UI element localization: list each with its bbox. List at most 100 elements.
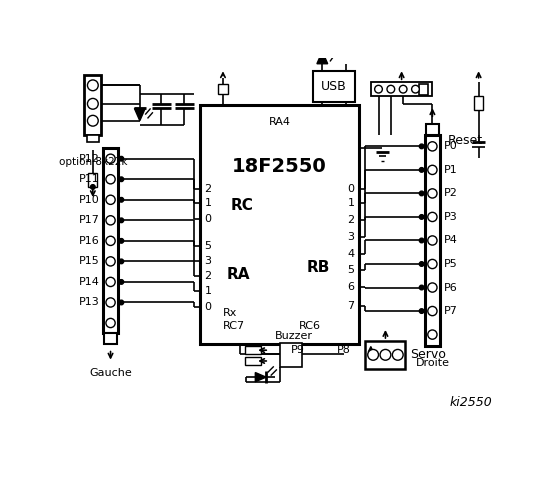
Text: 1: 1: [205, 286, 211, 296]
Bar: [88, 173, 97, 187]
Text: Droite: Droite: [415, 358, 450, 368]
Circle shape: [399, 85, 407, 93]
Text: Buzzer: Buzzer: [275, 331, 313, 341]
Bar: [366, 341, 405, 369]
Bar: [280, 343, 301, 367]
Bar: [85, 74, 101, 134]
Text: 18F2550: 18F2550: [232, 157, 327, 177]
Bar: [244, 357, 262, 365]
Circle shape: [368, 349, 378, 360]
Circle shape: [119, 177, 124, 181]
Circle shape: [374, 85, 382, 93]
Text: RC: RC: [231, 198, 253, 213]
Text: 2: 2: [347, 215, 354, 225]
Bar: [426, 124, 439, 134]
Polygon shape: [134, 108, 145, 121]
Text: 2: 2: [205, 271, 212, 281]
Circle shape: [106, 318, 115, 328]
Circle shape: [419, 215, 424, 219]
Circle shape: [419, 285, 424, 290]
Circle shape: [411, 85, 419, 93]
Text: RB: RB: [306, 260, 330, 275]
Bar: [103, 148, 118, 333]
Text: P5: P5: [444, 259, 458, 269]
Circle shape: [119, 218, 124, 223]
Circle shape: [380, 349, 391, 360]
Text: Rx: Rx: [223, 308, 237, 318]
Text: P17: P17: [79, 216, 100, 225]
Circle shape: [106, 257, 115, 266]
Text: P16: P16: [79, 236, 100, 246]
Circle shape: [87, 115, 98, 126]
Circle shape: [428, 212, 437, 222]
Text: USB: USB: [321, 80, 347, 93]
Circle shape: [119, 300, 124, 305]
Circle shape: [106, 154, 115, 163]
Circle shape: [91, 185, 95, 189]
Circle shape: [419, 262, 424, 266]
Text: Gauche: Gauche: [89, 368, 132, 378]
Text: 5: 5: [348, 265, 354, 275]
Circle shape: [419, 191, 424, 196]
Text: P12: P12: [79, 154, 100, 164]
Text: 6: 6: [348, 282, 354, 292]
Text: P9: P9: [291, 345, 305, 355]
Text: P3: P3: [444, 212, 458, 222]
Circle shape: [106, 216, 115, 225]
Circle shape: [428, 165, 437, 175]
Polygon shape: [255, 372, 266, 382]
Circle shape: [428, 306, 437, 316]
Text: P8: P8: [337, 345, 351, 355]
Circle shape: [393, 349, 403, 360]
Polygon shape: [317, 51, 328, 64]
Text: P14: P14: [79, 277, 100, 287]
Circle shape: [428, 259, 437, 269]
Text: 7: 7: [347, 300, 354, 311]
Bar: [425, 134, 440, 347]
Text: P4: P4: [444, 236, 458, 245]
Text: Servo: Servo: [410, 348, 446, 361]
Circle shape: [419, 144, 424, 149]
Circle shape: [419, 309, 424, 313]
Text: Reset: Reset: [448, 134, 483, 147]
Text: RC7: RC7: [223, 321, 245, 331]
Circle shape: [419, 238, 424, 243]
Text: 3: 3: [205, 256, 211, 266]
Text: P10: P10: [79, 195, 100, 205]
Circle shape: [119, 239, 124, 243]
Text: 1: 1: [348, 198, 354, 208]
Text: 1: 1: [205, 198, 211, 208]
Bar: [419, 84, 428, 95]
Bar: [244, 347, 262, 354]
Text: P0: P0: [444, 142, 458, 151]
Text: RA: RA: [227, 267, 251, 282]
Circle shape: [87, 98, 98, 109]
Circle shape: [119, 197, 124, 202]
Text: ki2550: ki2550: [450, 396, 492, 409]
Text: 0: 0: [205, 302, 211, 312]
Text: 3: 3: [348, 232, 354, 242]
Text: RA4: RA4: [269, 117, 290, 127]
Circle shape: [428, 236, 437, 245]
Text: P6: P6: [444, 283, 458, 292]
Circle shape: [428, 189, 437, 198]
Bar: [87, 134, 99, 142]
Circle shape: [387, 85, 395, 93]
Text: option 8x22k: option 8x22k: [59, 156, 127, 167]
Text: P11: P11: [79, 174, 100, 184]
Bar: [371, 82, 432, 96]
Circle shape: [106, 277, 115, 287]
Circle shape: [106, 298, 115, 307]
Text: 5: 5: [205, 241, 211, 251]
Circle shape: [419, 168, 424, 172]
Circle shape: [428, 283, 437, 292]
Text: P1: P1: [444, 165, 458, 175]
Circle shape: [428, 330, 437, 339]
Text: 4: 4: [347, 249, 354, 259]
Text: P15: P15: [79, 256, 100, 266]
Text: P13: P13: [79, 298, 100, 308]
Circle shape: [106, 195, 115, 204]
Text: 0: 0: [348, 183, 354, 193]
Text: P2: P2: [444, 189, 458, 198]
Text: 2: 2: [205, 183, 212, 193]
